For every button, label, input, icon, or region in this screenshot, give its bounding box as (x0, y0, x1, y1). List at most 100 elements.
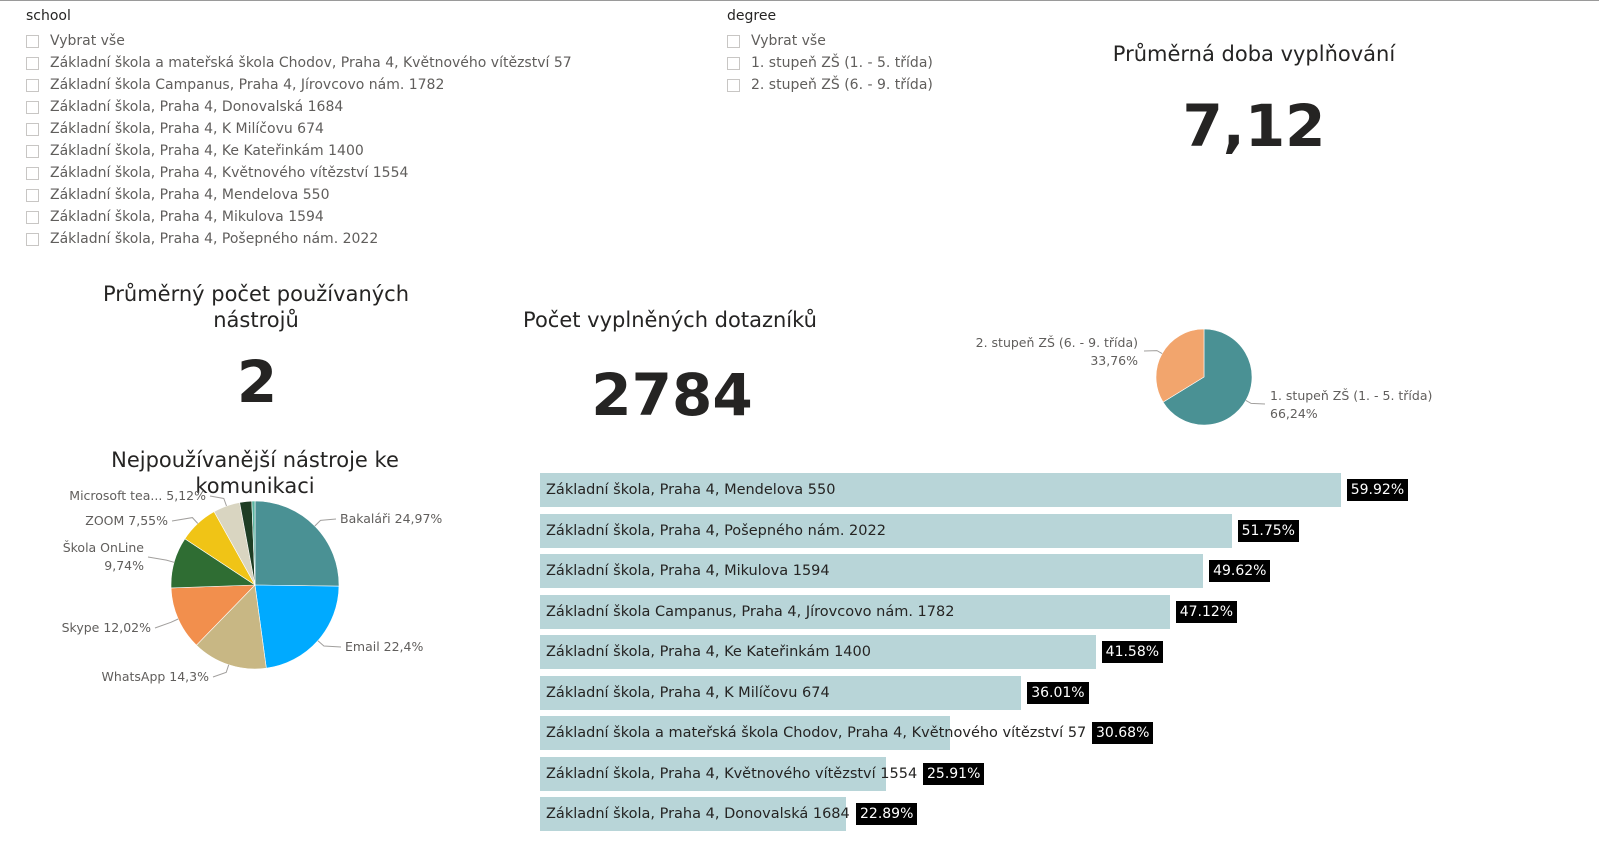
pie-slice[interactable] (254, 500, 340, 587)
school-bar-chart: Základní škola, Praha 4, Mendelova 550 59… (540, 473, 1560, 838)
school-slicer-title: school (26, 8, 71, 24)
pie-slice[interactable] (254, 584, 340, 669)
pie-data-label: Škola OnLine (63, 540, 145, 555)
school-option[interactable]: Základní škola, Praha 4, K Milíčovu 674 (26, 118, 572, 140)
school-option[interactable]: Vybrat vše (26, 30, 572, 52)
avg-time-card-value: 7,12 (1182, 92, 1326, 160)
avg-time-card-title: Průměrná doba vyplňování (1112, 42, 1396, 66)
degree-pie-chart: 1. stupeň ZŠ (1. - 5. třída) 66,24% 2. stu… (976, 328, 1432, 426)
checkbox[interactable] (26, 188, 39, 202)
bar-row[interactable]: Základní škola, Praha 4, Mikulova 1594 49… (540, 554, 1560, 588)
bar-category-label: Základní škola, Praha 4, Ke Kateřinkám 1… (546, 644, 871, 660)
school-option[interactable]: Základní škola Campanus, Praha 4, Jírovc… (26, 74, 572, 96)
bar-row[interactable]: Základní škola, Praha 4, Ke Kateřinkám 1… (540, 635, 1560, 669)
school-option[interactable]: Základní škola a mateřská škola Chodov, … (26, 52, 572, 74)
pie-slice[interactable] (1162, 328, 1253, 426)
bar-row[interactable]: Základní škola, Praha 4, Donovalská 1684… (540, 797, 1560, 831)
avg-tools-card-value: 2 (236, 348, 278, 416)
bar-value-label: 41.58% (1101, 641, 1164, 663)
school-option-label: Základní škola, Praha 4, Mikulova 1594 (50, 209, 324, 225)
checkbox[interactable] (26, 166, 39, 180)
bar[interactable] (540, 797, 846, 831)
degree-option[interactable]: 1. stupeň ZŠ (1. - 5. třída) (727, 52, 933, 74)
degree-slicer-title: degree (727, 8, 777, 24)
bar-row[interactable]: Základní škola, Praha 4, Mendelova 550 59… (540, 473, 1560, 507)
bar-category-label: Základní škola, Praha 4, Květnového vítě… (546, 765, 918, 782)
pie-data-label: Bakaláři 24,97% (340, 511, 442, 526)
pie-data-label: 1. stupeň ZŠ (1. - 5. třída) (1270, 388, 1432, 403)
bar-value-label: 59.92% (1346, 479, 1409, 501)
bar[interactable] (540, 756, 887, 791)
pie-leader-line (171, 517, 199, 524)
bar[interactable] (540, 716, 950, 750)
bar-row[interactable]: Základní škola a mateřská škola Chodov, … (540, 716, 1560, 750)
bar-category-label: Základní škola, Praha 4, Pošepného nám. … (546, 522, 886, 539)
pie-leader-line (1143, 350, 1163, 355)
bar[interactable] (540, 473, 1341, 507)
bar-value-label: 51.75% (1237, 519, 1299, 542)
pie-data-label: Microsoft tea... 5,12% (69, 488, 206, 503)
school-option[interactable]: Základní škola, Praha 4, Květnového vítě… (26, 162, 572, 184)
count-card-title: Počet vyplněných dotazníků (523, 308, 817, 332)
bar-category-label: Základní škola a mateřská škola Chodov, … (546, 725, 1087, 741)
bar[interactable] (540, 635, 1096, 669)
school-option-label: Základní škola, Praha 4, Pošepného nám. … (50, 231, 379, 247)
bar-row[interactable]: Základní škola Campanus, Praha 4, Jírovc… (540, 594, 1560, 629)
school-option-label: Základní škola, Praha 4, Donovalská 1684 (50, 99, 344, 115)
avg-tools-title-line1: Průměrný počet používaných (102, 282, 410, 306)
pie-data-label: 2. stupeň ZŠ (6. - 9. třída) (976, 335, 1138, 350)
checkbox[interactable] (26, 210, 39, 224)
checkbox[interactable] (26, 100, 39, 114)
checkbox[interactable] (26, 78, 39, 92)
bar-row[interactable]: Základní škola, Praha 4, K Milíčovu 674 3… (540, 675, 1560, 710)
school-option[interactable]: Základní škola, Praha 4, Pošepného nám. … (26, 228, 572, 250)
avg-tools-title-line2: nástrojů (213, 308, 299, 332)
checkbox[interactable] (26, 122, 39, 136)
pie-leader-line (147, 556, 175, 563)
bar[interactable] (540, 594, 1170, 629)
checkbox[interactable] (727, 34, 740, 48)
bar-value-label: 49.62% (1209, 560, 1271, 582)
school-option-label: Základní škola, Praha 4, Ke Kateřinkám 1… (50, 143, 364, 159)
school-slicer: school Vybrat vše Základní škola a mateřs… (26, 8, 572, 250)
checkbox[interactable] (727, 56, 740, 70)
bar-row[interactable]: Základní škola, Praha 4, Květnového vítě… (540, 756, 1560, 791)
checkbox[interactable] (26, 56, 39, 70)
tools-pie-title: Nejpoužívanější nástroje ke komunikaci (111, 448, 399, 498)
degree-option-label: Vybrat vše (751, 33, 826, 49)
checkbox[interactable] (26, 34, 39, 48)
school-slicer-list: Vybrat vše Základní škola a mateřská škol… (26, 30, 572, 250)
bar-category-label: Základní škola, Praha 4, Donovalská 1684 (546, 806, 850, 822)
bar-value-label: 30.68% (1092, 722, 1154, 744)
pie-slice[interactable] (251, 500, 256, 586)
pie-data-label: WhatsApp 14,3% (102, 669, 210, 684)
degree-option[interactable]: Vybrat vše (727, 30, 933, 52)
degree-option[interactable]: 2. stupeň ZŠ (6. - 9. třída) (727, 74, 933, 96)
checkbox[interactable] (26, 232, 39, 246)
bar[interactable] (540, 675, 1022, 710)
top-border (0, 0, 1599, 1)
school-option-label: Základní škola, Praha 4, Květnového vítě… (50, 165, 409, 181)
school-option[interactable]: Základní škola, Praha 4, Ke Kateřinkám 1… (26, 140, 572, 162)
checkbox[interactable] (26, 144, 39, 158)
school-option[interactable]: Základní škola, Praha 4, Mikulova 1594 (26, 206, 572, 228)
pie-leader-line (317, 640, 342, 648)
pie-slice[interactable] (170, 584, 256, 646)
avg-tools-card-title: Průměrný počet používaných nástrojů (86, 281, 426, 333)
checkbox[interactable] (727, 78, 740, 92)
bar[interactable] (540, 554, 1204, 588)
pie-leader-line (154, 618, 179, 629)
degree-option-label: 1. stupeň ZŠ (1. - 5. třída) (751, 55, 933, 71)
school-option[interactable]: Základní škola, Praha 4, Mendelova 550 (26, 184, 572, 206)
bar-row[interactable]: Základní škola, Praha 4, Pošepného nám. … (540, 513, 1560, 548)
pie-slice[interactable] (195, 584, 267, 670)
pie-leader-line (209, 495, 227, 507)
school-option-label: Základní škola Campanus, Praha 4, Jírovc… (50, 77, 445, 93)
school-option[interactable]: Základní škola, Praha 4, Donovalská 1684 (26, 96, 572, 118)
school-option-label: Základní škola, Praha 4, Mendelova 550 (50, 187, 330, 203)
bar-value-label: 22.89% (856, 803, 918, 825)
bar[interactable] (540, 513, 1232, 548)
pie-data-label: Email 22,4% (345, 639, 423, 654)
tools-pie-chart: Bakaláři 24,97% Email 22,4% WhatsApp 14,3%… (62, 488, 443, 684)
school-option-label: Vybrat vše (50, 33, 125, 49)
